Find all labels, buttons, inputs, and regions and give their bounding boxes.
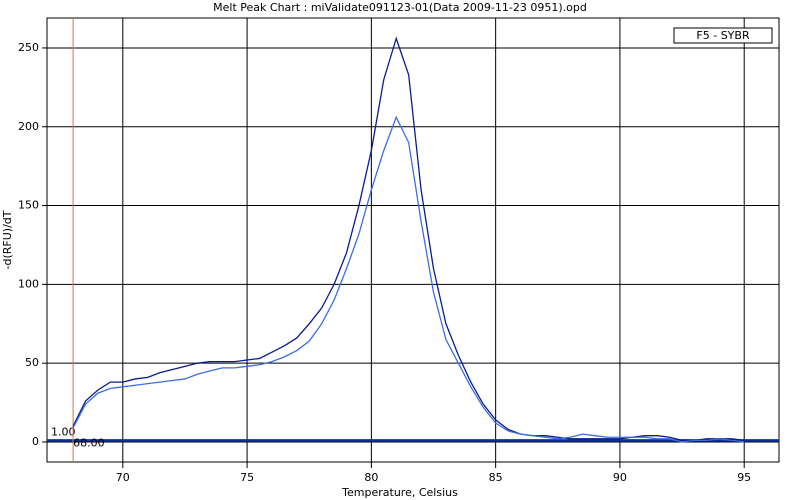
legend-label: F5 - SYBR bbox=[696, 29, 750, 42]
cursor-label: 68.00 bbox=[73, 436, 105, 449]
y-tick-label: 150 bbox=[18, 199, 39, 212]
y-axis-label: -d(RFU)/dT bbox=[1, 210, 14, 269]
x-tick-label: 85 bbox=[489, 471, 503, 484]
x-tick-label: 80 bbox=[364, 471, 378, 484]
chart-title: Melt Peak Chart : miValidate091123-01(Da… bbox=[213, 1, 587, 14]
plot-area bbox=[46, 17, 780, 463]
x-tick-label: 75 bbox=[240, 471, 254, 484]
x-tick-label: 70 bbox=[116, 471, 130, 484]
y-tick-label: 0 bbox=[32, 435, 39, 448]
threshold-label: 1.00 bbox=[51, 425, 76, 438]
y-tick-label: 100 bbox=[18, 277, 39, 290]
y-tick-label: 50 bbox=[25, 356, 39, 369]
y-tick-label: 250 bbox=[18, 41, 39, 54]
x-tick-label: 95 bbox=[737, 471, 751, 484]
series-line bbox=[72, 115, 745, 443]
legend-box bbox=[673, 27, 773, 44]
y-tick-label: 200 bbox=[18, 120, 39, 133]
x-tick-label: 90 bbox=[613, 471, 627, 484]
x-axis-label: Temperature, Celsius bbox=[341, 486, 458, 499]
